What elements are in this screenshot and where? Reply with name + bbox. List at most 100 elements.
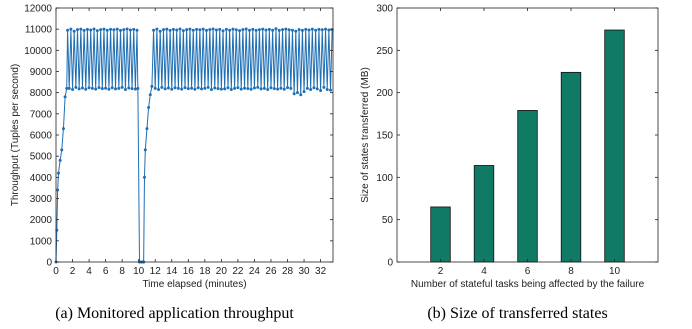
data-point: [176, 86, 180, 90]
data-point: [97, 86, 101, 90]
y-tick-label: 0: [46, 258, 52, 269]
x-tick-label: 24: [249, 266, 261, 277]
data-point: [69, 27, 73, 31]
data-point: [279, 86, 283, 90]
y-tick-label: 0: [387, 258, 393, 269]
y-tick-label: 1000: [30, 236, 53, 247]
data-point: [257, 28, 261, 32]
y-tick-label: 12000: [24, 4, 52, 15]
data-point: [161, 28, 165, 32]
data-point: [243, 86, 247, 90]
x-tick-label: 4: [481, 266, 487, 277]
data-point: [218, 27, 222, 31]
data-point: [208, 28, 212, 32]
y-tick-label: 50: [382, 215, 394, 226]
x-tick-label: 14: [166, 266, 178, 277]
x-tick-label: 6: [103, 266, 109, 277]
data-point: [127, 86, 131, 90]
data-point: [178, 27, 182, 31]
data-point: [325, 87, 329, 91]
data-point: [317, 27, 321, 31]
data-point: [272, 87, 276, 91]
data-point: [115, 27, 119, 31]
data-point: [299, 93, 303, 97]
data-point: [251, 27, 255, 31]
data-point: [107, 87, 111, 91]
data-point: [72, 29, 76, 33]
y-tick-label: 300: [376, 4, 393, 15]
data-point: [290, 28, 294, 32]
data-point: [319, 89, 323, 93]
caption: (a) Monitored application throughput: [55, 305, 294, 322]
data-point: [180, 87, 184, 91]
y-tick-label: 4000: [30, 173, 53, 184]
x-tick-label: 2: [438, 266, 444, 277]
data-point: [75, 28, 79, 32]
data-point: [183, 86, 187, 90]
data-point: [327, 28, 331, 32]
y-axis-label: Throughput (Tuples per second): [10, 64, 21, 207]
data-point: [195, 27, 199, 31]
data-point: [297, 28, 301, 32]
data-point: [94, 87, 98, 91]
data-point: [277, 28, 281, 32]
data-point: [77, 87, 81, 91]
x-tick-label: 2: [70, 266, 76, 277]
x-tick-label: 16: [183, 266, 195, 277]
data-point: [246, 87, 250, 91]
data-point: [228, 28, 232, 32]
data-point: [65, 86, 69, 90]
data-point: [223, 87, 227, 91]
data-point: [315, 87, 319, 91]
y-tick-label: 11000: [25, 25, 53, 36]
data-point: [188, 27, 192, 31]
data-point: [165, 27, 169, 31]
data-point: [198, 28, 202, 32]
data-point: [117, 86, 121, 90]
data-point: [271, 28, 275, 32]
data-point: [185, 28, 189, 32]
data-point: [302, 90, 306, 94]
data-point: [292, 92, 296, 96]
data-point: [295, 91, 299, 95]
data-point: [219, 87, 223, 91]
data-point: [135, 28, 139, 32]
data-point: [266, 87, 270, 91]
data-point: [104, 86, 108, 90]
y-tick-label: 5000: [30, 152, 53, 163]
data-point: [238, 29, 242, 33]
data-point: [60, 148, 64, 152]
data-point: [118, 28, 122, 32]
data-point: [170, 87, 174, 91]
data-point: [304, 27, 308, 31]
data-point: [171, 27, 175, 31]
y-tick-label: 2000: [30, 215, 53, 226]
data-point: [236, 86, 240, 90]
data-point: [267, 27, 271, 31]
bar: [430, 206, 451, 263]
data-point: [63, 95, 67, 99]
data-point: [216, 87, 220, 91]
data-point: [254, 28, 258, 32]
data-point: [150, 84, 154, 88]
x-tick-label: 18: [199, 266, 211, 277]
data-point: [252, 86, 256, 90]
data-point: [249, 87, 253, 91]
data-point: [99, 28, 103, 32]
x-tick-label: 22: [232, 266, 244, 277]
data-point: [152, 28, 156, 32]
data-point: [206, 85, 210, 89]
data-point: [276, 87, 280, 91]
data-point: [229, 87, 233, 91]
data-point: [82, 28, 86, 32]
data-point: [163, 87, 167, 91]
data-point: [204, 28, 208, 32]
x-tick-label: 6: [525, 266, 531, 277]
data-point: [190, 86, 194, 90]
y-tick-label: 3000: [30, 194, 53, 205]
data-point: [286, 86, 290, 90]
data-point: [100, 87, 104, 91]
x-axis-label: Number of stateful tasks being affected …: [411, 279, 645, 290]
bar: [473, 165, 495, 263]
x-axis-label: Time elapsed (minutes): [142, 279, 246, 290]
